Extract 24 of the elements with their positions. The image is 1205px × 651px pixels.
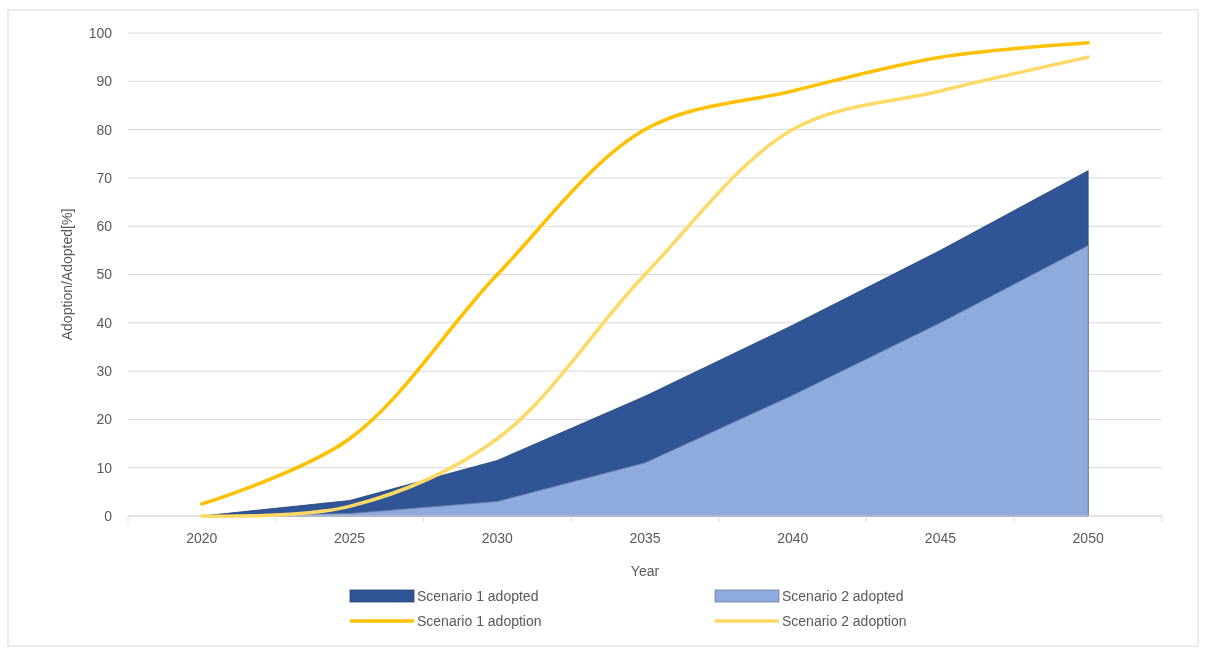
y-tick-label: 40 [96,314,113,331]
y-tick-label: 50 [96,266,113,283]
y-tick-label: 30 [96,363,113,379]
x-tick-label: 2035 [629,530,661,546]
y-tick-label: 70 [96,169,113,186]
x-tick-label: 2030 [481,530,514,546]
legend-label: Scenario 1 adoption [417,613,542,629]
y-tick-label: 10 [96,459,113,476]
x-axis-title: Year [630,563,660,579]
legend-label: Scenario 2 adoption [782,613,907,629]
x-tick-label: 2045 [924,530,957,546]
y-tick-label: 60 [96,218,113,235]
y-tick-label: 80 [96,121,113,138]
legend-label: Scenario 1 adopted [417,588,539,604]
y-tick-label: 100 [88,24,113,41]
x-tick-label: 2050 [1072,530,1104,546]
x-tick-label: 2025 [333,530,366,546]
y-tick-label: 90 [96,73,113,90]
legend-label: Scenario 2 adopted [782,588,904,604]
y-tick-label: 0 [104,507,113,524]
x-tick-label: 2040 [777,530,809,546]
y-axis-title: Adoption/Adopted[%] [59,208,75,341]
y-tick-label: 20 [96,411,113,428]
x-tick-label: 2020 [186,530,218,546]
